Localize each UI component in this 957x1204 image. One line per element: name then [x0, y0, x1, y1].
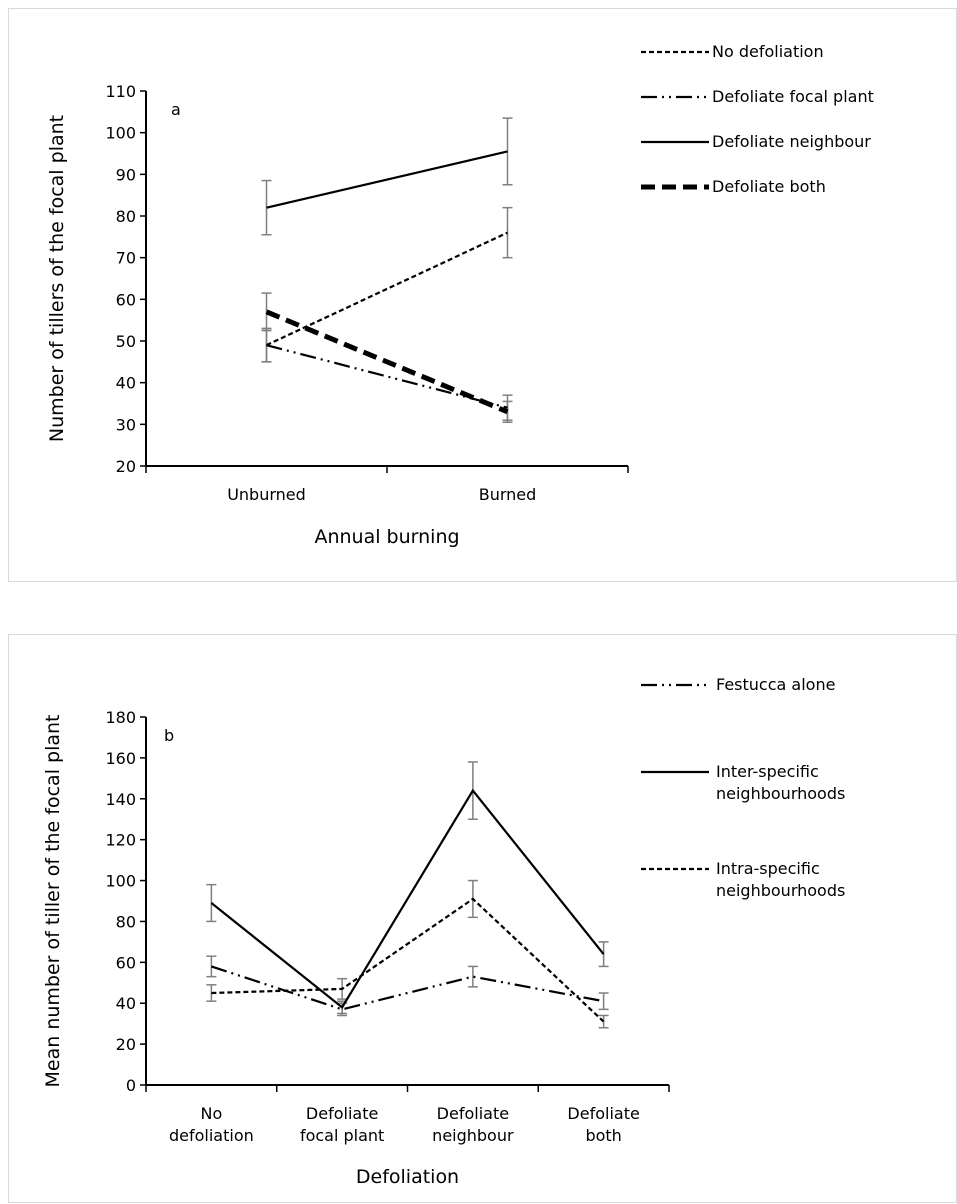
- legend-label-line: Inter-specific: [716, 762, 819, 781]
- y-tick-label: 100: [105, 872, 136, 891]
- y-axis-title: Number of tillers of the focal plant: [46, 115, 68, 442]
- x-tick-label-line: both: [585, 1126, 621, 1145]
- x-axis-title: Annual burning: [314, 526, 459, 548]
- x-tick-label-line: focal plant: [300, 1126, 384, 1145]
- x-tick-label-line: Defoliate: [437, 1104, 509, 1123]
- y-tick-label: 20: [116, 457, 136, 476]
- y-tick-label: 120: [105, 831, 136, 850]
- series-line: [211, 897, 605, 1023]
- x-tick-label: Unburned: [227, 485, 306, 504]
- x-tick-label: Burned: [479, 485, 537, 504]
- x-tick-label-line: neighbour: [432, 1126, 514, 1145]
- legend-label: Defoliate both: [712, 177, 826, 196]
- y-tick-label: 110: [105, 82, 136, 101]
- chart-panel-b: 0 20 40 60 80 100 120 140 160 180 No defoliation Def…: [8, 634, 957, 1203]
- y-tick-label: 90: [116, 165, 136, 184]
- y-tick-label: 20: [116, 1035, 136, 1054]
- y-axis-title: Mean number of tiller of the focal plant: [42, 715, 64, 1088]
- x-tick-label: Defoliate both: [567, 1104, 639, 1145]
- series-line: [210, 788, 605, 1009]
- y-tick-label: 40: [116, 994, 136, 1013]
- y-tick-label: 50: [116, 332, 136, 351]
- legend-label-line: Intra-specific: [716, 859, 820, 878]
- y-tick-label: 100: [105, 124, 136, 143]
- panel-label: a: [171, 100, 181, 119]
- legend-label: Intra-specific neighbourhoods: [716, 859, 845, 900]
- series-line: [266, 231, 508, 347]
- chart-panel-a: 20 30 40 50 60 70 80 90 100 110 Unburned Burned Annu…: [8, 8, 957, 582]
- y-tick-label: 0: [126, 1076, 136, 1095]
- series-line: [266, 150, 508, 209]
- legend-label-line: Defoliate both: [712, 177, 826, 196]
- chart-a-svg: 20 30 40 50 60 70 80 90 100 110 Unburned Burned Annu…: [46, 42, 874, 548]
- series-line: [211, 965, 604, 1011]
- x-tick-label: Defoliate neighbour: [432, 1104, 514, 1145]
- y-tick-label: 80: [116, 912, 136, 931]
- legend-label-line: neighbourhoods: [716, 784, 845, 803]
- y-tick-label: 60: [116, 953, 136, 972]
- y-tick-label: 160: [105, 749, 136, 768]
- legend-label-line: neighbourhoods: [716, 881, 845, 900]
- x-tick-label: No defoliation: [169, 1104, 254, 1145]
- x-tick-label-line: No: [200, 1104, 222, 1123]
- x-tick-label-line: Defoliate: [306, 1104, 378, 1123]
- x-axis-title: Defoliation: [356, 1166, 459, 1188]
- legend-label: No defoliation: [712, 42, 824, 61]
- x-tick-label: Defoliate focal plant: [300, 1104, 384, 1145]
- legend-label: Festucca alone: [716, 675, 835, 694]
- legend-label-line: Festucca alone: [716, 675, 835, 694]
- y-tick-label: 70: [116, 249, 136, 268]
- legend-label: Inter-specific neighbourhoods: [716, 762, 845, 803]
- series-line: [266, 344, 508, 409]
- y-tick-label: 80: [116, 207, 136, 226]
- legend-label-line: Defoliate focal plant: [712, 87, 874, 106]
- y-tick-label: 60: [116, 290, 136, 309]
- y-tick-label: 40: [116, 374, 136, 393]
- panel-label: b: [164, 726, 174, 745]
- chart-b-svg: 0 20 40 60 80 100 120 140 160 180 No defoliation Def…: [42, 675, 845, 1188]
- legend-label-line: Defoliate neighbour: [712, 132, 871, 151]
- series-line: [265, 309, 509, 415]
- x-tick-label-line: defoliation: [169, 1126, 254, 1145]
- legend-label: Defoliate focal plant: [712, 87, 874, 106]
- legend-label: Defoliate neighbour: [712, 132, 871, 151]
- y-tick-label: 180: [105, 708, 136, 727]
- x-tick-label-line: Defoliate: [567, 1104, 639, 1123]
- y-tick-label: 140: [105, 790, 136, 809]
- legend-label-line: No defoliation: [712, 42, 824, 61]
- y-tick-label: 30: [116, 415, 136, 434]
